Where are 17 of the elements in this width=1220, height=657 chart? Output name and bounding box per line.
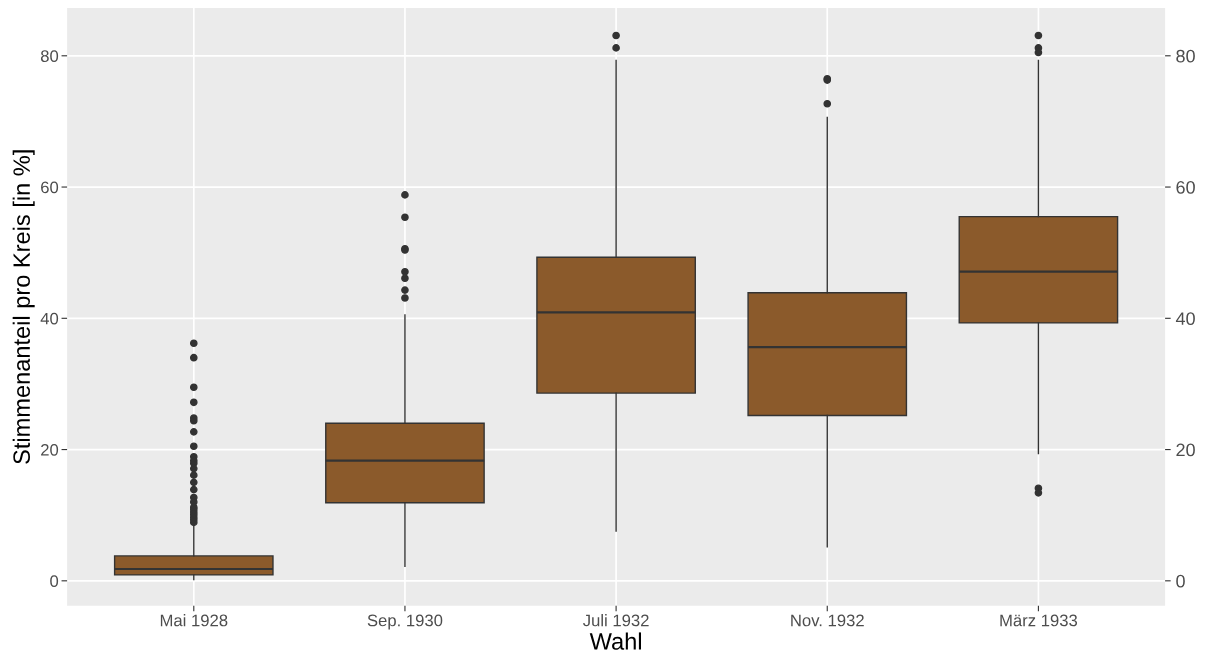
y-tick-label: 40 <box>40 312 59 325</box>
y2-tick-label: 40 <box>1175 312 1195 326</box>
y-axis-title: Stimmenanteil pro Kreis [in %] <box>12 150 35 464</box>
y-tick-label: 80 <box>40 50 59 62</box>
y-tick-label: 60 <box>41 181 59 194</box>
y-tick-label: 20 <box>41 443 59 456</box>
y2-tick-label: 60 <box>1176 180 1195 194</box>
x-tick-label: Nov. 1932 <box>791 614 864 627</box>
y-tick-label: 0 <box>50 575 59 588</box>
x-tick-label: Sep. 1930 <box>367 614 443 630</box>
x-tick-label: Juli 1932 <box>583 614 649 627</box>
y2-tick-label: 0 <box>1176 574 1185 588</box>
y2-tick-label: 20 <box>1176 443 1195 457</box>
x-axis-title: Wahl <box>589 632 641 650</box>
y2-tick-label: 80 <box>1176 49 1195 63</box>
x-tick-label: März 1933 <box>1000 614 1078 627</box>
x-tick-label: Mai 1928 <box>160 614 228 627</box>
